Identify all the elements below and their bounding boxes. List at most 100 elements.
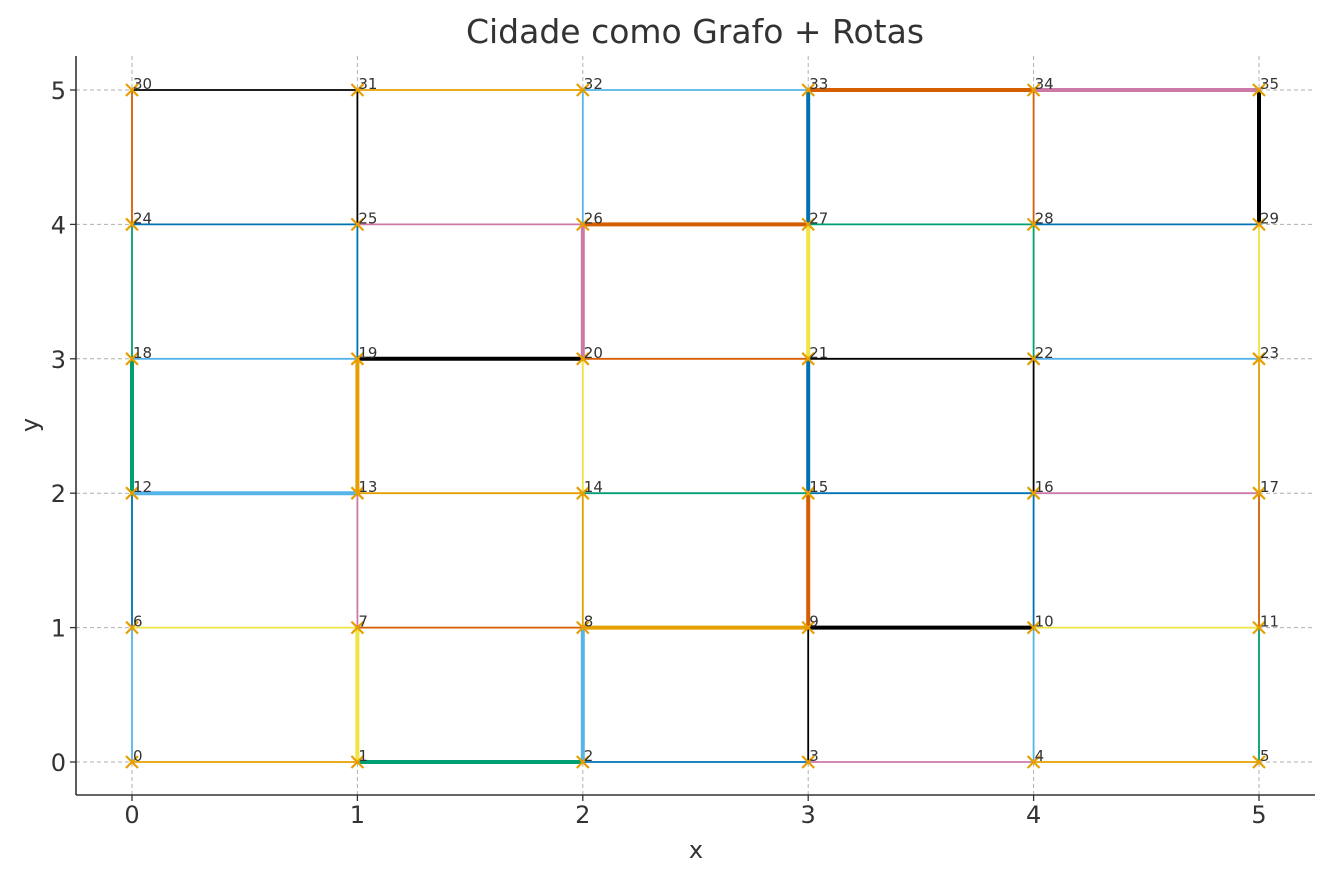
node-marker: [801, 352, 815, 366]
node-14: 14: [576, 478, 603, 500]
node-label: 9: [809, 613, 819, 631]
node-marker: [1252, 620, 1266, 635]
node-marker: [576, 217, 590, 232]
node-12: 12: [125, 478, 152, 500]
node-32: 32: [576, 75, 603, 97]
x-tick-label: 1: [350, 801, 365, 829]
x-tick-label: 4: [1026, 801, 1041, 829]
node-label: 31: [358, 75, 377, 93]
node-marker: [801, 217, 815, 232]
node-label: 27: [809, 209, 828, 227]
node-4: 4: [1026, 747, 1045, 769]
node-34: 34: [1026, 75, 1054, 97]
node-23: 23: [1252, 344, 1279, 366]
node-marker: [125, 486, 139, 500]
node-label: 12: [133, 478, 152, 496]
node-16: 16: [1026, 478, 1054, 500]
node-label: 32: [584, 75, 603, 93]
node-label: 13: [358, 478, 377, 496]
node-marker: [801, 620, 815, 635]
node-marker: [350, 755, 365, 769]
node-marker: [1026, 486, 1041, 500]
node-label: 22: [1035, 344, 1054, 362]
node-20: 20: [576, 344, 603, 366]
node-label: 6: [133, 613, 143, 631]
node-3: 3: [801, 747, 819, 769]
node-marker: [576, 486, 590, 500]
y-tick-label: 4: [51, 211, 66, 239]
node-26: 26: [576, 209, 603, 232]
node-10: 10: [1026, 613, 1054, 635]
node-marker: [350, 217, 365, 232]
y-tick-label: 2: [51, 480, 66, 508]
node-0: 0: [125, 747, 143, 769]
axes: [75, 56, 1315, 796]
node-marker: [576, 83, 590, 97]
node-label: 10: [1035, 613, 1054, 631]
node-29: 29: [1252, 209, 1279, 232]
y-axis-label: y: [16, 418, 44, 432]
x-tick-label: 5: [1251, 801, 1266, 829]
node-label: 19: [358, 344, 377, 362]
node-6: 6: [125, 613, 143, 635]
node-marker: [125, 83, 139, 97]
node-label: 30: [133, 75, 152, 93]
node-label: 7: [358, 613, 368, 631]
node-marker: [576, 755, 590, 769]
node-marker: [801, 755, 815, 769]
node-22: 22: [1026, 344, 1054, 366]
node-label: 28: [1035, 209, 1054, 227]
node-24: 24: [125, 209, 152, 232]
node-27: 27: [801, 209, 828, 232]
node-marker: [576, 352, 590, 366]
node-label: 3: [809, 747, 819, 765]
node-label: 8: [584, 613, 594, 631]
node-label: 15: [809, 478, 828, 496]
node-11: 11: [1252, 613, 1279, 635]
node-label: 33: [809, 75, 828, 93]
node-18: 18: [125, 344, 152, 366]
node-marker: [1026, 83, 1041, 97]
node-25: 25: [350, 209, 377, 232]
node-marker: [1252, 217, 1266, 232]
node-label: 5: [1260, 747, 1270, 765]
node-marker: [125, 217, 139, 232]
x-tick-label: 3: [801, 801, 816, 829]
node-13: 13: [350, 478, 377, 500]
y-tick-label: 3: [51, 346, 66, 374]
y-tick-label: 5: [51, 77, 66, 105]
node-label: 34: [1035, 75, 1054, 93]
node-label: 23: [1260, 344, 1279, 362]
node-marker: [1026, 217, 1041, 232]
node-marker: [1252, 352, 1266, 366]
node-33: 33: [801, 75, 828, 97]
node-17: 17: [1252, 478, 1279, 500]
node-30: 30: [125, 75, 152, 97]
node-label: 16: [1035, 478, 1054, 496]
node-marker: [125, 352, 139, 366]
node-marker: [1026, 620, 1041, 635]
node-5: 5: [1252, 747, 1270, 769]
node-label: 18: [133, 344, 152, 362]
node-label: 4: [1035, 747, 1045, 765]
node-marker: [801, 486, 815, 500]
node-label: 17: [1260, 478, 1279, 496]
node-label: 20: [584, 344, 603, 362]
node-marker: [1252, 83, 1266, 97]
node-8: 8: [576, 613, 594, 635]
node-label: 24: [133, 209, 152, 227]
node-marker: [350, 352, 365, 366]
node-35: 35: [1252, 75, 1279, 97]
node-label: 21: [809, 344, 828, 362]
x-axis-label: x: [689, 836, 703, 864]
node-label: 11: [1260, 613, 1279, 631]
x-tick-label: 0: [124, 801, 139, 829]
node-label: 35: [1260, 75, 1279, 93]
node-marker: [125, 755, 139, 769]
node-marker: [350, 620, 365, 635]
node-label: 26: [584, 209, 603, 227]
node-marker: [1252, 486, 1266, 500]
